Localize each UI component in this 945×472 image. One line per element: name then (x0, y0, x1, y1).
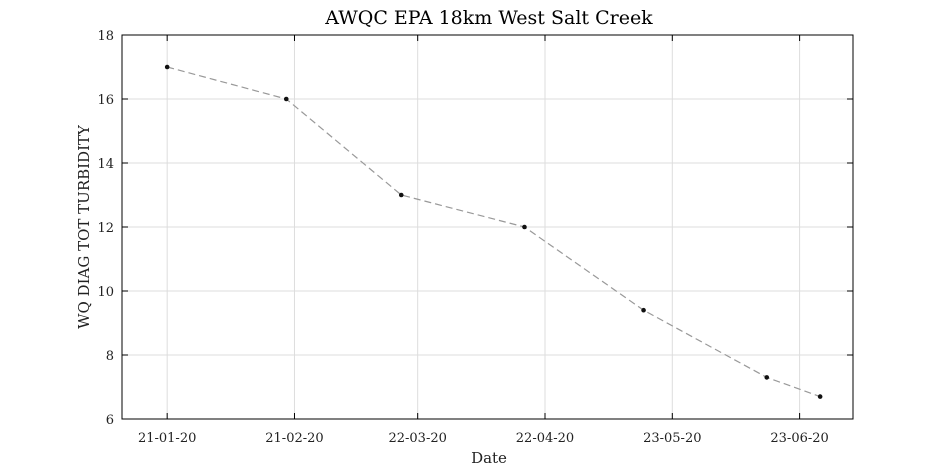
x-tick-label: 22-03-20 (388, 431, 446, 446)
data-point (522, 224, 527, 230)
y-axis-label: WQ DIAG TOT TURBIDITY (75, 124, 93, 329)
x-tick-label: 23-05-20 (643, 431, 701, 446)
grid-lines (122, 34, 853, 420)
x-tick-label: 21-01-20 (138, 431, 196, 446)
data-point (164, 64, 170, 70)
x-tick-label: 23-06-20 (770, 431, 828, 446)
y-tick-label: 14 (97, 157, 114, 172)
x-tick-label: 21-02-20 (265, 431, 323, 446)
data-point (817, 394, 823, 399)
data-point (641, 307, 646, 313)
x-tick-labels: 21-01-20 21-02-20 22-03-20 22-04-20 23-05-20… (138, 431, 829, 446)
chart-title: AWQC EPA 18km West Salt Creek (324, 7, 653, 29)
y-tick-label: 16 (97, 93, 114, 108)
data-point (283, 96, 289, 102)
x-tick-label: 22-04-20 (516, 431, 574, 446)
series-line (167, 66, 821, 398)
data-point (398, 192, 404, 198)
tick-marks (122, 34, 853, 420)
data-points (164, 64, 823, 399)
y-tick-label: 18 (97, 29, 114, 44)
x-axis-label: Date (471, 449, 507, 467)
y-tick-label: 6 (106, 413, 114, 428)
y-tick-label: 8 (106, 349, 114, 364)
y-tick-label: 12 (97, 221, 114, 236)
y-tick-labels: 6 8 10 12 14 16 18 (97, 29, 114, 428)
y-tick-label: 10 (97, 285, 114, 300)
data-point (764, 375, 770, 380)
